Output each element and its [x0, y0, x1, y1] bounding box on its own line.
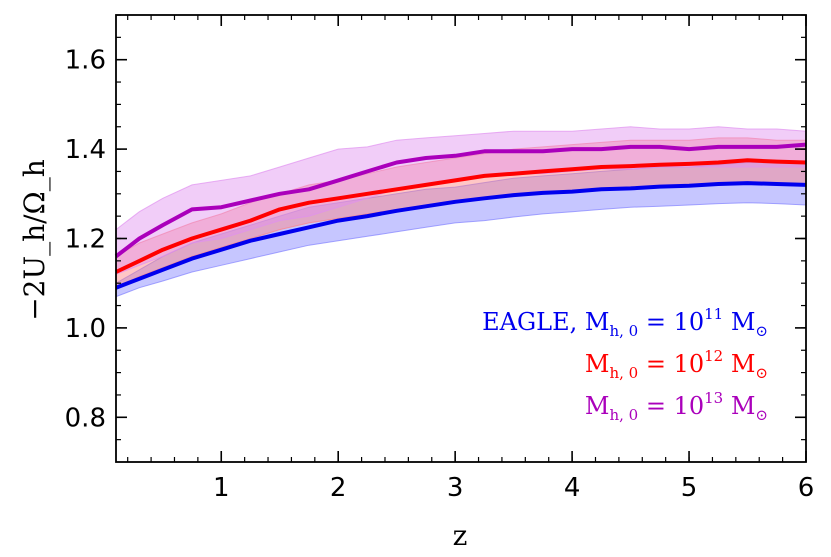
x-tick-label: 5: [681, 473, 698, 503]
legend-equals-base: = 10: [638, 308, 704, 336]
legend-sun-symbol: ⊙: [755, 406, 768, 424]
y-tick-label: 1.6: [65, 46, 106, 76]
legend-mass-exponent: 13: [704, 389, 723, 407]
legend-equals-base: = 10: [638, 350, 704, 378]
y-tick-label: 1.0: [65, 314, 106, 344]
legend-mass-symbol: M: [585, 308, 610, 336]
legend-entry-2: Mh, 0 = 1013 M⊙: [585, 389, 768, 424]
y-tick-label: 0.8: [65, 403, 106, 433]
x-tick-label: 1: [213, 473, 230, 503]
series-line-1: [115, 158, 807, 274]
series-line-2: [114, 142, 807, 258]
legend-mass-subscript: h, 0: [609, 364, 638, 382]
axis-ticks: [116, 14, 807, 462]
tick-labels: 1 2 3 4 5 60.81.01.21.41.6: [65, 46, 815, 503]
legend-mass-subscript: h, 0: [609, 322, 638, 340]
series-line-0: [115, 181, 807, 290]
y-tick-label: 1.2: [65, 225, 106, 255]
legend-mass-exponent: 11: [704, 305, 723, 323]
legend-equals-base: = 10: [638, 392, 704, 420]
y-axis-label: −2U_h/Ω_h: [18, 159, 51, 321]
x-tick-label: 6: [798, 473, 815, 503]
series-lines: [114, 142, 807, 290]
legend: EAGLE, Mh, 0 = 1011 M⊙Mh, 0 = 1012 M⊙Mh,…: [482, 305, 768, 424]
legend-msun: M: [723, 308, 755, 336]
legend-entry-1: Mh, 0 = 1012 M⊙: [585, 347, 768, 382]
x-tick-label: 4: [564, 473, 581, 503]
legend-mass-symbol: M: [585, 392, 610, 420]
legend-mass-exponent: 12: [704, 347, 723, 365]
x-tick-label: 2: [330, 473, 347, 503]
uncertainty-bands: [115, 126, 807, 298]
x-axis-label: z: [453, 519, 468, 552]
y-tick-label: 1.4: [65, 135, 106, 165]
legend-mass-subscript: h, 0: [609, 406, 638, 424]
legend-msun: M: [723, 350, 755, 378]
legend-sun-symbol: ⊙: [755, 364, 768, 382]
legend-prefix: EAGLE,: [482, 308, 585, 336]
legend-sun-symbol: ⊙: [755, 322, 768, 340]
legend-entry-0: EAGLE, Mh, 0 = 1011 M⊙: [482, 305, 768, 340]
x-tick-label: 3: [447, 473, 464, 503]
legend-msun: M: [723, 392, 755, 420]
legend-mass-symbol: M: [585, 350, 610, 378]
